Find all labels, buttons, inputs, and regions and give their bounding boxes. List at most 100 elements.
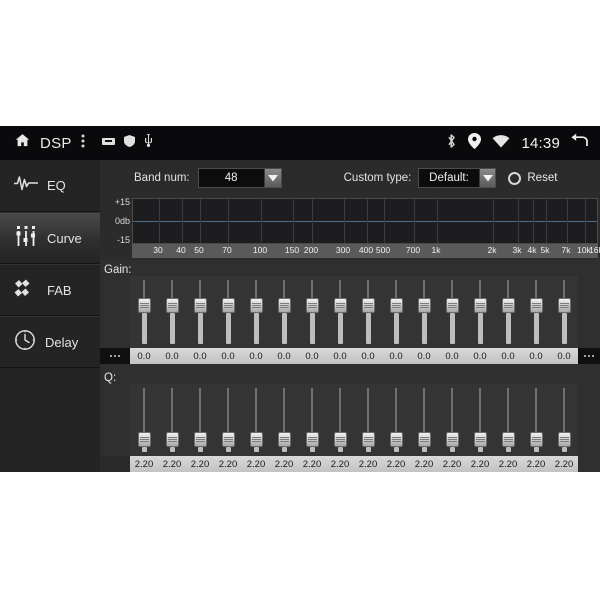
q-value: 2.20 xyxy=(358,458,378,470)
gain-slider[interactable] xyxy=(550,276,578,348)
gain-slider[interactable] xyxy=(438,276,466,348)
slider-thumb[interactable] xyxy=(193,432,207,447)
graph-plot-area[interactable] xyxy=(132,198,598,244)
slider-thumb[interactable] xyxy=(193,298,207,313)
q-slider[interactable] xyxy=(438,384,466,456)
graph-gridline xyxy=(293,199,294,243)
q-slider[interactable] xyxy=(354,384,382,456)
graph-x-tick: 3k xyxy=(512,245,522,255)
toolbar: Band num: 48 Custom type: Default: R xyxy=(100,160,600,196)
slider-thumb[interactable] xyxy=(361,432,375,447)
gain-slider[interactable] xyxy=(214,276,242,348)
gain-slider[interactable] xyxy=(298,276,326,348)
slider-track-upper xyxy=(479,388,481,432)
slider-thumb[interactable] xyxy=(445,432,459,447)
gain-slider[interactable] xyxy=(382,276,410,348)
gain-slider[interactable] xyxy=(326,276,354,348)
three-dot-menu-icon[interactable] xyxy=(81,133,85,154)
q-value: 2.20 xyxy=(134,458,154,470)
slider-thumb[interactable] xyxy=(417,432,431,447)
sidebar-item-delay[interactable]: Delay xyxy=(0,316,100,368)
slider-thumb[interactable] xyxy=(305,432,319,447)
slider-thumb[interactable] xyxy=(137,432,151,447)
custom-type-dropdown[interactable]: Default: xyxy=(418,168,497,188)
graph-x-tick: 100 xyxy=(252,245,268,255)
gain-slider[interactable] xyxy=(130,276,158,348)
slider-thumb[interactable] xyxy=(165,432,179,447)
q-slider[interactable] xyxy=(466,384,494,456)
home-icon[interactable] xyxy=(14,132,31,154)
gain-more-right-button[interactable] xyxy=(578,348,600,364)
sidebar-item-curve[interactable]: Curve xyxy=(0,212,100,264)
graph-gridline xyxy=(533,199,534,243)
gain-slider[interactable] xyxy=(494,276,522,348)
chevron-down-icon[interactable] xyxy=(263,169,281,187)
slider-track-lower xyxy=(477,447,483,452)
gain-slider[interactable] xyxy=(158,276,186,348)
q-slider[interactable] xyxy=(186,384,214,456)
slider-thumb[interactable] xyxy=(305,298,319,313)
q-slider[interactable] xyxy=(270,384,298,456)
sidebar-item-eq[interactable]: EQ xyxy=(0,160,100,212)
slider-track-upper xyxy=(171,280,173,298)
gain-slider[interactable] xyxy=(186,276,214,348)
q-slider[interactable] xyxy=(298,384,326,456)
q-slider[interactable] xyxy=(382,384,410,456)
slider-track-upper xyxy=(535,388,537,432)
slider-thumb[interactable] xyxy=(417,298,431,313)
slider-thumb[interactable] xyxy=(221,432,235,447)
slider-thumb[interactable] xyxy=(249,432,263,447)
q-slider[interactable] xyxy=(494,384,522,456)
slider-thumb[interactable] xyxy=(557,432,571,447)
slider-track-upper xyxy=(255,388,257,432)
q-value-strip: 2.20 2.20 2.20 2.20 2.20 2.20 2.20 2.20 2.20 2.20… xyxy=(130,456,578,472)
slider-thumb[interactable] xyxy=(529,298,543,313)
gain-section-label: Gain: xyxy=(104,264,132,276)
slider-thumb[interactable] xyxy=(361,298,375,313)
q-slider[interactable] xyxy=(410,384,438,456)
slider-thumb[interactable] xyxy=(165,298,179,313)
slider-thumb[interactable] xyxy=(445,298,459,313)
device-screen: DSP 14:39 xyxy=(0,126,600,472)
q-slider[interactable] xyxy=(130,384,158,456)
chevron-down-icon[interactable] xyxy=(478,169,496,187)
slider-thumb[interactable] xyxy=(473,432,487,447)
slider-thumb[interactable] xyxy=(333,432,347,447)
slider-thumb[interactable] xyxy=(333,298,347,313)
graph-gridline xyxy=(344,199,345,243)
q-slider[interactable] xyxy=(326,384,354,456)
slider-thumb[interactable] xyxy=(473,298,487,313)
slider-thumb[interactable] xyxy=(137,298,151,313)
gain-slider[interactable] xyxy=(354,276,382,348)
gain-slider[interactable] xyxy=(410,276,438,348)
sidebar-item-fab[interactable]: FAB xyxy=(0,264,100,316)
q-slider[interactable] xyxy=(214,384,242,456)
q-more-left-button[interactable] xyxy=(100,456,130,472)
graph-x-tick: 700 xyxy=(405,245,421,255)
band-num-dropdown[interactable]: 48 xyxy=(197,168,282,188)
gain-slider[interactable] xyxy=(270,276,298,348)
gain-slider[interactable] xyxy=(522,276,550,348)
back-arrow-icon[interactable] xyxy=(571,133,588,153)
slider-thumb[interactable] xyxy=(501,432,515,447)
slider-thumb[interactable] xyxy=(529,432,543,447)
q-slider[interactable] xyxy=(158,384,186,456)
slider-thumb[interactable] xyxy=(277,298,291,313)
gain-slider[interactable] xyxy=(466,276,494,348)
slider-thumb[interactable] xyxy=(501,298,515,313)
slider-thumb[interactable] xyxy=(249,298,263,313)
q-value: 2.20 xyxy=(386,458,406,470)
reset-button[interactable]: Reset xyxy=(508,171,557,185)
gain-slider[interactable] xyxy=(242,276,270,348)
slider-thumb[interactable] xyxy=(277,432,291,447)
slider-thumb[interactable] xyxy=(557,298,571,313)
q-slider[interactable] xyxy=(550,384,578,456)
slider-thumb[interactable] xyxy=(221,298,235,313)
slider-thumb[interactable] xyxy=(389,432,403,447)
q-slider[interactable] xyxy=(522,384,550,456)
slider-thumb[interactable] xyxy=(389,298,403,313)
q-slider[interactable] xyxy=(242,384,270,456)
slider-track-lower xyxy=(505,447,511,452)
gain-more-left-button[interactable] xyxy=(100,348,130,364)
main-body: EQ Curve xyxy=(0,160,600,472)
